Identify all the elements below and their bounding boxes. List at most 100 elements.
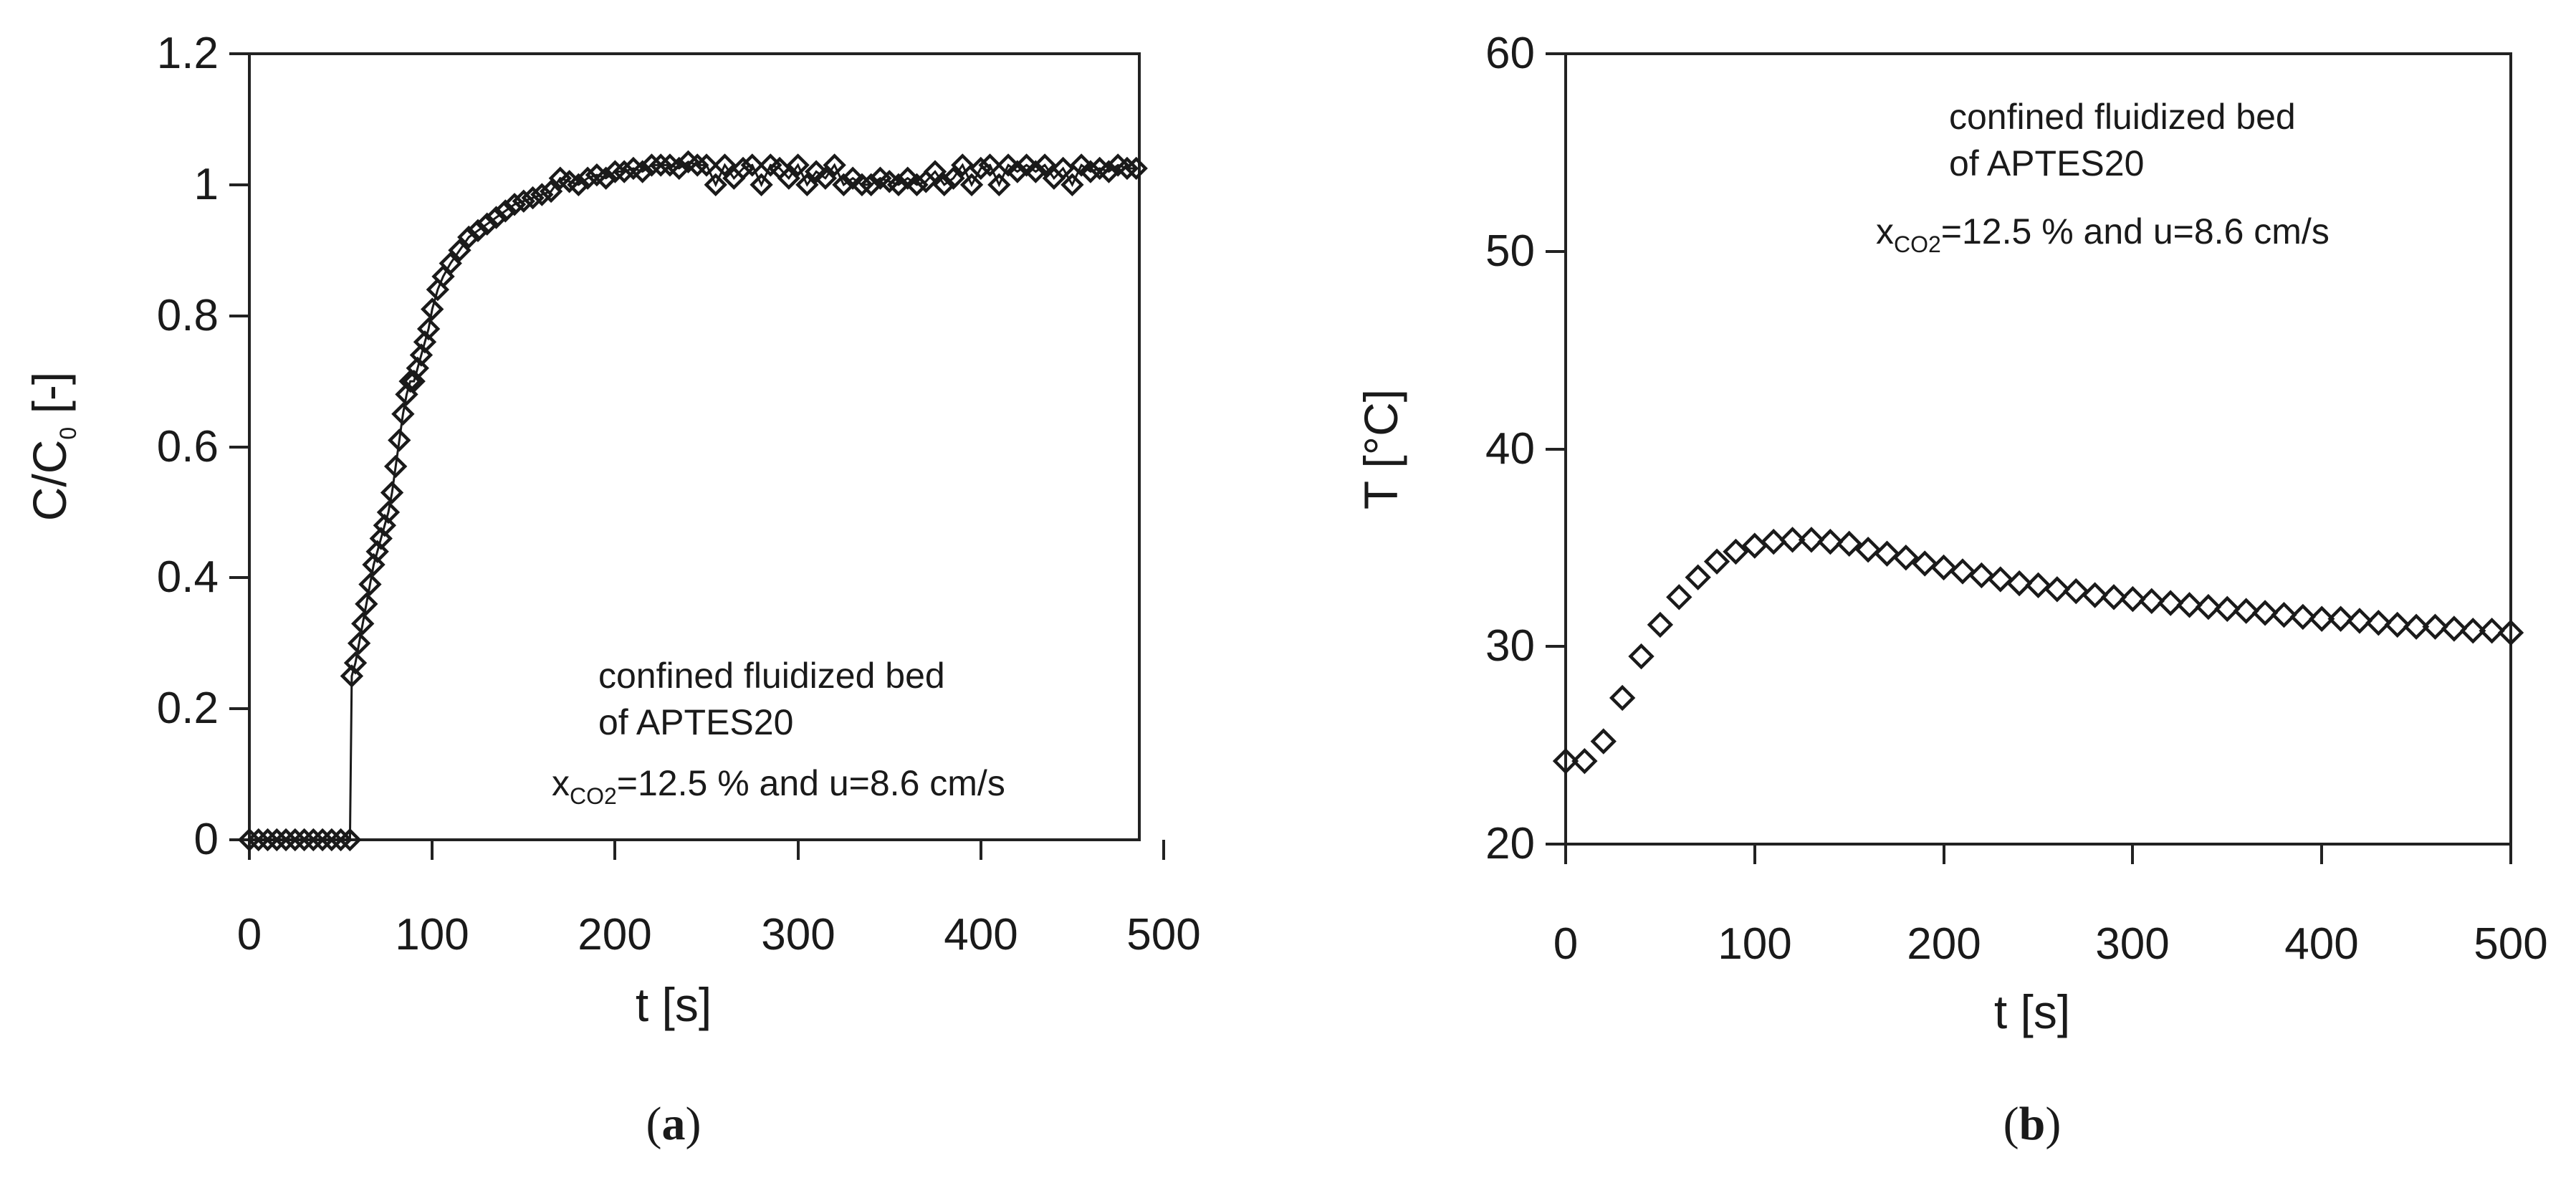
- data-point-a: [406, 356, 429, 380]
- data-point-b: [1949, 558, 1976, 585]
- x-tick-label-b: 400: [2284, 919, 2358, 969]
- y-tick-label-a: 0.6: [157, 422, 219, 471]
- data-point-a: [448, 239, 471, 262]
- data-point-a: [380, 481, 404, 504]
- x-axis-label-a: t [s]: [636, 978, 712, 1031]
- annotation-line2-a: of APTES20: [598, 702, 793, 742]
- data-point-a: [351, 612, 375, 636]
- data-point-b: [2479, 618, 2505, 644]
- data-point-b: [2460, 618, 2486, 644]
- data-point-a: [823, 153, 846, 177]
- data-point-a: [905, 173, 929, 197]
- data-point-b: [2384, 611, 2410, 638]
- data-point-b: [2365, 609, 2392, 636]
- data-point-b: [2214, 595, 2241, 623]
- data-point-a: [283, 828, 307, 852]
- x-tick-label-a: 0: [237, 910, 262, 959]
- data-point-b: [1817, 528, 1844, 555]
- data-point-a: [521, 186, 545, 210]
- data-point-b: [2120, 585, 2146, 613]
- data-point-a: [951, 153, 975, 177]
- data-point-b: [2100, 584, 2127, 610]
- data-point-a: [376, 500, 401, 525]
- data-point-a: [421, 297, 444, 321]
- data-point-a: [1051, 156, 1075, 181]
- x-tick-label-b: 0: [1553, 919, 1578, 969]
- y-axis-label-b: T [°C]: [1354, 389, 1407, 509]
- annotation-line1-a: confined fluidized bed: [598, 656, 945, 696]
- data-point-b: [1854, 536, 1882, 563]
- data-point-a: [713, 153, 737, 177]
- annotation-b: confined fluidized bed of APTES20 xCO2=1…: [1876, 97, 2330, 257]
- data-markers-b: [1552, 527, 2524, 775]
- data-point-a: [362, 552, 386, 577]
- data-point-b: [1590, 728, 1617, 755]
- data-point-a: [388, 428, 411, 452]
- data-point-a: [1097, 160, 1121, 183]
- y-tick-label-a: 0: [194, 815, 219, 864]
- data-point-a: [530, 183, 554, 206]
- annotation-a: confined fluidized bed of APTES20 xCO2=1…: [552, 656, 1005, 809]
- data-point-a: [859, 173, 883, 197]
- data-point-b: [2289, 603, 2317, 631]
- annotation-line2-b: of APTES20: [1949, 143, 2144, 183]
- data-point-a: [1078, 160, 1103, 183]
- data-point-a: [841, 166, 865, 190]
- panel-tag-open-b: (: [2003, 1098, 2019, 1150]
- data-point-a: [338, 828, 362, 852]
- data-point-a: [996, 153, 1020, 177]
- data-point-a: [1033, 153, 1057, 177]
- x-ticks-a: 0 100 200 300 400 500: [237, 840, 1201, 959]
- data-point-a: [932, 173, 956, 197]
- data-point-a: [274, 828, 298, 852]
- data-point-a: [631, 160, 654, 183]
- data-point-b: [2422, 613, 2448, 640]
- data-point-b: [1685, 564, 1711, 590]
- y-tick-label-a: 0.4: [157, 552, 219, 602]
- y-tick-label-a: 0.8: [157, 291, 219, 340]
- data-point-b: [1779, 527, 1806, 553]
- data-point-b: [1836, 530, 1862, 557]
- x-tick-label-a: 500: [1126, 910, 1200, 959]
- data-point-b: [2063, 578, 2089, 605]
- data-point-a: [640, 153, 664, 177]
- data-point-b: [1874, 540, 1900, 567]
- data-point-b: [1666, 584, 1692, 610]
- data-point-b: [2044, 576, 2071, 603]
- data-point-a: [694, 153, 719, 177]
- data-point-a: [329, 828, 353, 852]
- panel-a: 0 0.2 0.4 0.6 0.8 1 1.2 0 100 200 300 40…: [23, 29, 1201, 1150]
- data-point-a: [237, 828, 262, 852]
- data-point-a: [777, 166, 801, 190]
- data-point-a: [750, 173, 773, 197]
- data-point-a: [850, 173, 874, 197]
- data-point-a: [987, 173, 1011, 197]
- data-point-a: [347, 631, 371, 655]
- y-ticks-a: 0 0.2 0.4 0.6 0.8 1 1.2: [157, 29, 249, 864]
- data-point-b: [2176, 592, 2203, 618]
- x-axis-label-b: t [s]: [1994, 985, 2070, 1038]
- data-point-b: [1968, 562, 1995, 589]
- data-point-a: [494, 199, 517, 223]
- panel-tag-a: (a): [646, 1098, 702, 1150]
- panel-tag-letter-b: b: [2019, 1098, 2046, 1150]
- data-point-a: [1124, 156, 1148, 181]
- data-point-a: [740, 153, 764, 177]
- data-point-a: [402, 369, 426, 393]
- x-tick-label-b: 100: [1718, 919, 1791, 969]
- data-point-a: [355, 592, 378, 616]
- data-point-b: [2082, 582, 2108, 608]
- data-point-a: [302, 828, 325, 852]
- annotation-line3-rest-b: =12.5 % and u=8.6 cm/s: [1941, 211, 2330, 252]
- y-axis-label-suffix-a: [-]: [23, 372, 76, 427]
- panel-tag-open-a: (: [646, 1098, 662, 1150]
- data-point-a: [667, 156, 691, 181]
- y-tick-label-b: 60: [1485, 29, 1535, 78]
- data-point-a: [704, 173, 727, 197]
- data-point-a: [475, 212, 499, 236]
- data-point-a: [804, 160, 828, 183]
- data-point-a: [365, 540, 389, 563]
- x-ticks-b: 0 100 200 300 400 500: [1553, 844, 2548, 969]
- data-point-a: [612, 160, 636, 183]
